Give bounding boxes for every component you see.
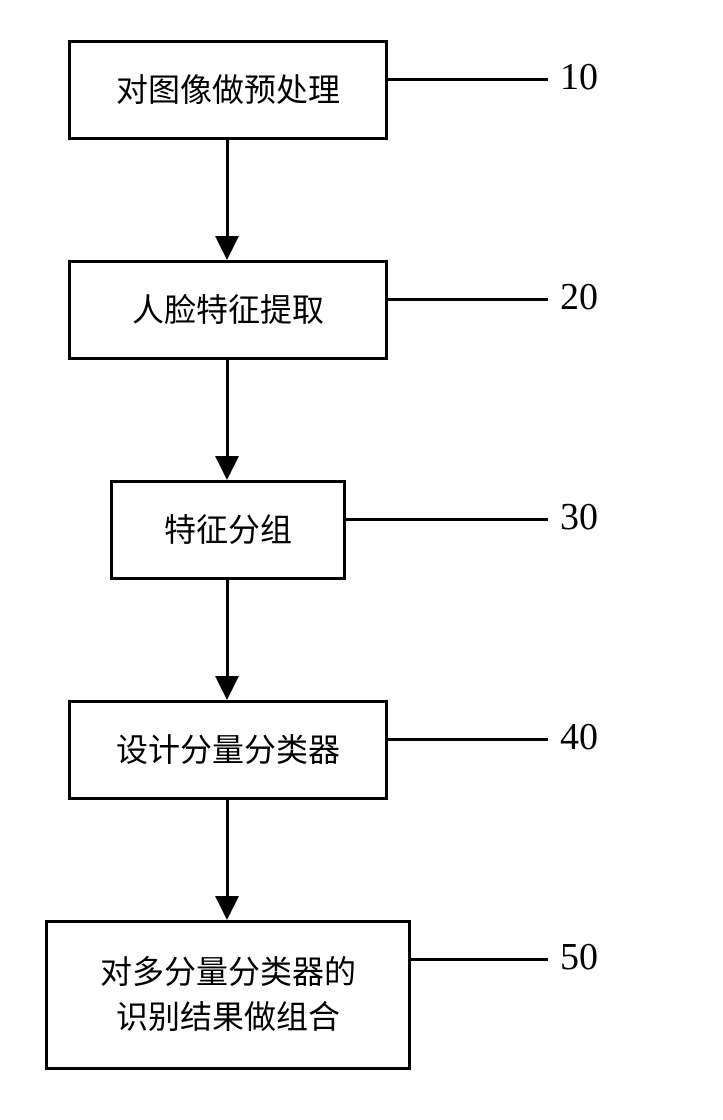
flowchart-node-step4: 设计分量分类器 xyxy=(68,700,388,800)
flowchart-node-step5: 对多分量分类器的 识别结果做组合 xyxy=(45,920,411,1070)
flowchart-node-step1: 对图像做预处理 xyxy=(68,40,388,140)
arrow-down-icon xyxy=(215,676,239,700)
flowchart-node-label: 40 xyxy=(560,715,598,759)
arrow-line xyxy=(226,360,229,456)
connector-line xyxy=(388,738,548,741)
arrow-line xyxy=(226,140,229,236)
connector-line xyxy=(411,958,548,961)
flowchart-node-label: 10 xyxy=(560,55,598,99)
flowchart-node-text: 对图像做预处理 xyxy=(116,68,340,113)
flowchart-node-step3: 特征分组 xyxy=(110,480,346,580)
flowchart-node-text: 对多分量分类器的 识别结果做组合 xyxy=(100,950,356,1040)
flowchart-node-text: 设计分量分类器 xyxy=(116,728,340,773)
connector-line xyxy=(388,78,548,81)
flowchart-node-text: 人脸特征提取 xyxy=(132,288,324,333)
flowchart-node-label: 20 xyxy=(560,275,598,319)
arrow-line xyxy=(226,800,229,896)
connector-line xyxy=(388,298,548,301)
connector-line xyxy=(346,518,548,521)
arrow-down-icon xyxy=(215,456,239,480)
arrow-line xyxy=(226,580,229,676)
flowchart-node-label: 50 xyxy=(560,935,598,979)
flowchart-node-text: 特征分组 xyxy=(164,508,292,553)
arrow-down-icon xyxy=(215,896,239,920)
arrow-down-icon xyxy=(215,236,239,260)
flowchart-node-label: 30 xyxy=(560,495,598,539)
flowchart-node-step2: 人脸特征提取 xyxy=(68,260,388,360)
